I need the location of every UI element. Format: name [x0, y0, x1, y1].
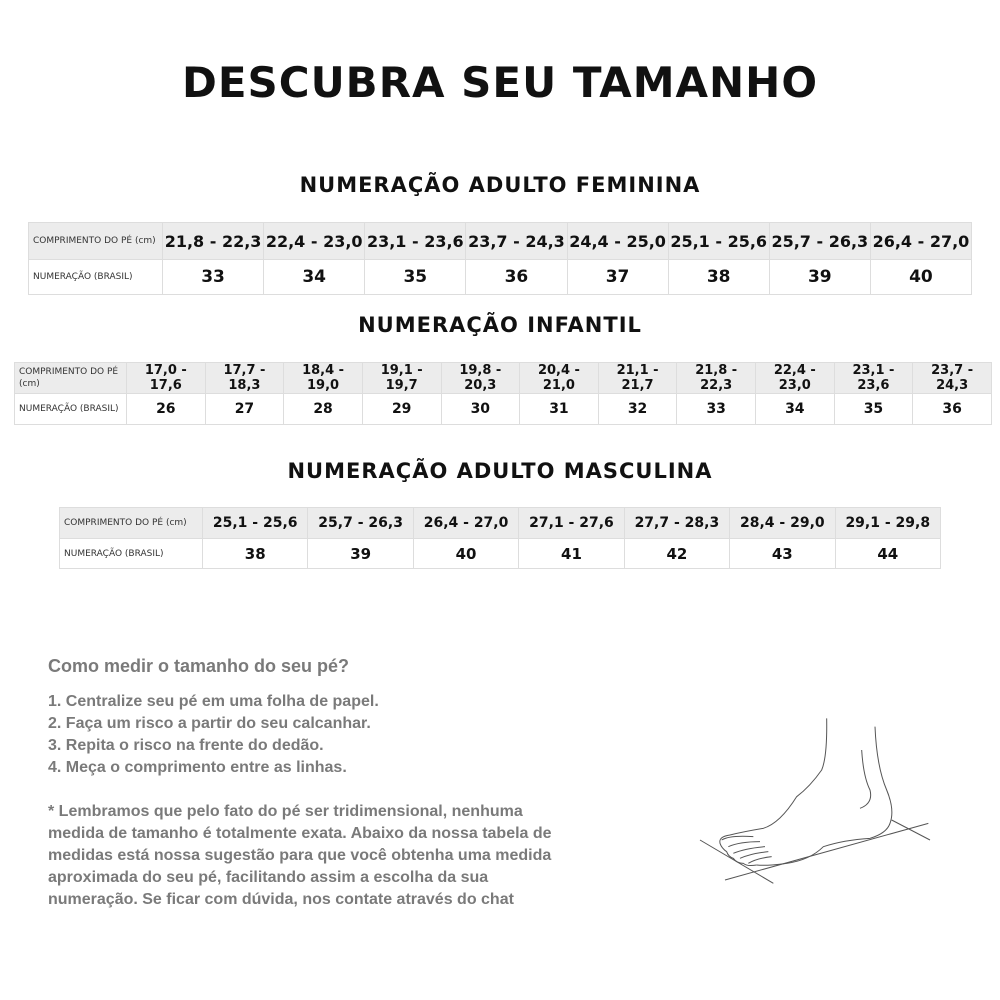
step: 3. Repita o risco na frente do dedão. — [48, 737, 324, 754]
size-cell: 31 — [519, 393, 599, 425]
length-cell: 19,1 - 19,7 — [361, 362, 442, 394]
step: 2. Faça um risco a partir do seu calcanh… — [48, 715, 371, 732]
disclaimer-note: * Lembramos que pelo fato do pé ser trid… — [48, 801, 648, 911]
size-cell: 36 — [912, 393, 992, 425]
step: 1. Centralize seu pé em uma folha de pap… — [48, 693, 379, 710]
page-title: DESCUBRA SEU TAMANHO — [181, 58, 819, 107]
how-to-heading: Como medir o tamanho do seu pé? — [48, 656, 350, 676]
note-line: numeração. Se ficar com dúvida, nos cont… — [48, 891, 514, 908]
length-cell: 23,1 - 23,6 — [364, 222, 467, 260]
note-line: medidas está nossa sugestão para que voc… — [48, 847, 552, 864]
size-cell: 30 — [440, 393, 521, 425]
size-cell: 40 — [412, 538, 520, 569]
size-row: NUMERAÇÃO (BRASIL) 38 39 40 41 42 43 44 — [59, 538, 942, 569]
size-cell: 35 — [833, 393, 914, 425]
length-row: COMPRIMENTO DO PÉ (cm) 17,0 - 17,6 17,7 - … — [14, 362, 992, 394]
foot-measurement-icon — [699, 718, 931, 884]
size-cell: 28 — [283, 393, 363, 425]
size-cell: 32 — [597, 393, 678, 425]
size-cell: 27 — [204, 393, 285, 425]
step: 4. Meça o comprimento entre as linhas. — [48, 759, 347, 776]
table-title-feminina: NUMERAÇÃO ADULTO FEMININA — [299, 173, 701, 197]
size-row: NUMERAÇÃO (BRASIL) 33 34 35 36 37 38 39 40 — [28, 259, 973, 295]
length-cell: 25,7 - 26,3 — [768, 222, 871, 260]
length-cell: 28,4 - 29,0 — [729, 507, 836, 539]
size-cell: 38 — [201, 538, 309, 569]
length-cell: 21,1 - 21,7 — [597, 362, 678, 394]
length-cell: 23,7 - 24,3 — [465, 222, 568, 260]
length-row: COMPRIMENTO DO PÉ (cm) 25,1 - 25,6 25,7 - … — [59, 507, 942, 539]
size-cell: 33 — [161, 259, 265, 295]
length-cell: 17,0 - 17,6 — [126, 362, 206, 394]
size-table-infantil: COMPRIMENTO DO PÉ (cm) 17,0 - 17,6 17,7 - … — [14, 362, 992, 425]
size-cell: 39 — [307, 538, 414, 569]
size-cell: 40 — [869, 259, 973, 295]
length-cell: 25,1 - 25,6 — [667, 222, 770, 260]
length-cell: 23,7 - 24,3 — [912, 362, 992, 394]
length-cell: 21,8 - 22,3 — [676, 362, 756, 394]
size-cell: 26 — [126, 393, 206, 425]
size-table-feminina: COMPRIMENTO DO PÉ (cm) 21,8 - 22,3 22,4 - … — [28, 222, 973, 295]
note-line: * Lembramos que pelo fato do pé ser trid… — [48, 803, 523, 820]
length-cell: 25,7 - 26,3 — [307, 507, 414, 539]
row-label: COMPRIMENTO DO PÉ (cm) — [28, 222, 163, 260]
row-label: COMPRIMENTO DO PÉ (cm) — [59, 507, 203, 539]
length-cell: 26,4 - 27,0 — [869, 222, 973, 260]
size-cell: 38 — [667, 259, 770, 295]
length-cell: 20,4 - 21,0 — [519, 362, 599, 394]
size-cell: 43 — [729, 538, 836, 569]
note-line: medida de tamanho é totalmente exata. Ab… — [48, 825, 552, 842]
size-row: NUMERAÇÃO (BRASIL) 26 27 28 29 30 31 32 33 34 35 36 — [14, 393, 992, 425]
size-cell: 44 — [834, 538, 942, 569]
note-line: aproximada do seu pé, facilitando assim … — [48, 869, 489, 886]
row-label: NUMERAÇÃO (BRASIL) — [59, 538, 203, 569]
table-title-masculina: NUMERAÇÃO ADULTO MASCULINA — [287, 459, 713, 483]
length-cell: 19,8 - 20,3 — [440, 362, 521, 394]
length-row: COMPRIMENTO DO PÉ (cm) 21,8 - 22,3 22,4 - … — [28, 222, 973, 260]
size-cell: 29 — [361, 393, 442, 425]
size-cell: 34 — [755, 393, 835, 425]
row-label: COMPRIMENTO DO PÉ (cm) — [14, 362, 127, 394]
size-cell: 41 — [518, 538, 625, 569]
length-cell: 27,1 - 27,6 — [518, 507, 625, 539]
size-table-masculina: COMPRIMENTO DO PÉ (cm) 25,1 - 25,6 25,7 - … — [59, 507, 942, 569]
length-cell: 23,1 - 23,6 — [833, 362, 914, 394]
length-cell: 29,1 - 29,8 — [834, 507, 942, 539]
length-cell: 22,4 - 23,0 — [263, 222, 366, 260]
length-cell: 18,4 - 19,0 — [283, 362, 363, 394]
length-cell: 22,4 - 23,0 — [755, 362, 835, 394]
length-cell: 17,7 - 18,3 — [204, 362, 285, 394]
size-cell: 34 — [263, 259, 366, 295]
size-cell: 33 — [676, 393, 756, 425]
length-cell: 26,4 - 27,0 — [412, 507, 520, 539]
size-cell: 39 — [768, 259, 871, 295]
size-cell: 37 — [566, 259, 669, 295]
size-cell: 36 — [465, 259, 568, 295]
row-label: NUMERAÇÃO (BRASIL) — [14, 393, 127, 425]
table-title-infantil: NUMERAÇÃO INFANTIL — [358, 313, 642, 337]
length-cell: 25,1 - 25,6 — [201, 507, 309, 539]
length-cell: 21,8 - 22,3 — [161, 222, 265, 260]
size-cell: 35 — [364, 259, 467, 295]
size-cell: 42 — [623, 538, 731, 569]
length-cell: 24,4 - 25,0 — [566, 222, 669, 260]
length-cell: 27,7 - 28,3 — [623, 507, 731, 539]
row-label: NUMERAÇÃO (BRASIL) — [28, 259, 163, 295]
how-to-measure: Como medir o tamanho do seu pé? 1. Centr… — [48, 656, 648, 911]
